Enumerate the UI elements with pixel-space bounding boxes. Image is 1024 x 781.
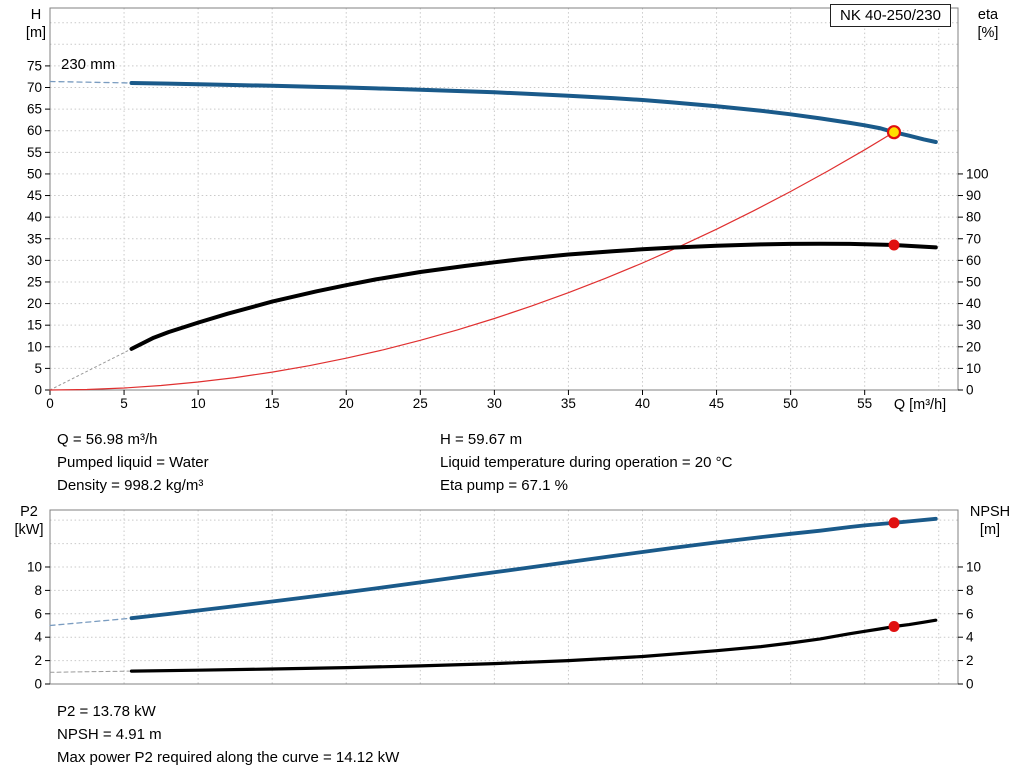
y-left-tick-label: 20 xyxy=(27,296,42,311)
head-curve-dashed-leadin xyxy=(49,80,133,84)
system-curve xyxy=(49,131,895,391)
p2-axis-unit: [kW] xyxy=(15,522,44,538)
y-left-tick-label: 40 xyxy=(27,210,42,225)
x-tick-label: 5 xyxy=(120,396,128,411)
y-right-tick-label: 60 xyxy=(966,253,981,268)
y-right-tick-label: 40 xyxy=(966,296,981,311)
y-right-tick-label: 50 xyxy=(966,274,981,289)
y-left-tick-label: 35 xyxy=(27,231,42,246)
y-left-tick-label: 10 xyxy=(27,559,42,574)
duty-info-right: H = 59.67 m Liquid temperature during op… xyxy=(440,428,732,497)
y-right-tick-label: 30 xyxy=(966,318,981,333)
x-tick-label: 50 xyxy=(783,396,798,411)
info-p2: P2 = 13.78 kW xyxy=(57,703,156,720)
x-tick-label: 40 xyxy=(635,396,650,411)
p2-curve xyxy=(129,516,938,621)
x-tick-label: 15 xyxy=(265,396,280,411)
y-right-tick-label: 80 xyxy=(966,210,981,225)
y-left-tick-label: 0 xyxy=(34,677,42,692)
duty-info-left: Q = 56.98 m³/h Pumped liquid = Water Den… xyxy=(57,428,209,497)
y-left-tick-label: 60 xyxy=(27,123,42,138)
qh-eta-chart: H [m] eta [%] Q [m³/h] 0 5 10 15 20 25 30 35 40 4… xyxy=(26,7,999,413)
eta-axis-unit: [%] xyxy=(978,25,999,41)
npsh-curve-dashed-leadin xyxy=(49,670,132,673)
p2-npsh-chart: P2 [kW] NPSH [m] 0 2 4 6 8 10 0 2 4 6 8 10 xyxy=(15,504,1011,692)
duty-point-p2 xyxy=(888,517,900,529)
x-tick-label: 35 xyxy=(561,396,576,411)
y-left-tick-label: 6 xyxy=(34,606,42,621)
duty-point-head xyxy=(886,125,902,140)
x-tick-label: 30 xyxy=(487,396,502,411)
y-left-tick-label: 45 xyxy=(27,188,42,203)
info-temperature: Liquid temperature during operation = 20… xyxy=(440,454,733,471)
duty-point-npsh xyxy=(888,621,900,632)
info-eta: Eta pump = 67.1 % xyxy=(440,477,568,494)
info-liquid: Pumped liquid = Water xyxy=(57,454,209,471)
y-right-tick-label: 8 xyxy=(966,583,974,598)
y-left-tick-label: 25 xyxy=(27,274,42,289)
y-right-tick-label: 70 xyxy=(966,231,981,246)
duty-point-eta xyxy=(888,239,900,251)
y-right-tick-label: 4 xyxy=(966,630,974,645)
x-tick-label: 10 xyxy=(191,396,206,411)
y-left-tick-label: 0 xyxy=(34,383,42,398)
info-flow: Q = 56.98 m³/h xyxy=(57,431,158,448)
x-tick-label: 55 xyxy=(857,396,872,411)
plot-frame xyxy=(49,509,959,685)
y-right-tick-label: 100 xyxy=(966,166,989,181)
y-right-tick-label: 6 xyxy=(966,606,974,621)
impeller-diameter-label: 230 mm xyxy=(61,56,116,73)
q-axis-title: Q [m³/h] xyxy=(894,397,946,413)
h-axis-title: H xyxy=(31,7,41,23)
y-right-tick-label: 10 xyxy=(966,559,981,574)
y-left-tick-label: 10 xyxy=(27,339,42,354)
y-right-tick-label: 0 xyxy=(966,677,974,692)
y-right-tick-label: 20 xyxy=(966,339,981,354)
y-left-tick-label: 5 xyxy=(34,361,42,376)
info-max-power: Max power P2 required along the curve = … xyxy=(57,749,400,766)
eta-curve xyxy=(129,241,938,351)
power-info: P2 = 13.78 kW NPSH = 4.91 m Max power P2… xyxy=(57,700,399,769)
info-head: H = 59.67 m xyxy=(440,431,523,448)
eta-curve-dashed-leadin xyxy=(49,348,132,391)
y-left-tick-label: 65 xyxy=(27,102,42,117)
npsh-axis-unit: [m] xyxy=(980,522,1000,538)
y-right-tick-label: 10 xyxy=(966,361,981,376)
npsh-axis-title: NPSH xyxy=(970,504,1010,520)
y-left-tick-label: 8 xyxy=(34,583,42,598)
y-left-tick-label: 2 xyxy=(34,653,42,668)
y-left-tick-label: 55 xyxy=(27,145,42,160)
x-tick-label: 20 xyxy=(339,396,354,411)
h-axis-unit: [m] xyxy=(26,25,46,41)
x-tick-label: 45 xyxy=(709,396,724,411)
head-curve xyxy=(129,81,938,144)
y-right-tick-label: 0 xyxy=(966,383,974,398)
y-right-tick-label: 2 xyxy=(966,653,974,668)
y-left-tick-label: 50 xyxy=(27,166,42,181)
info-density: Density = 998.2 kg/m³ xyxy=(57,477,204,494)
y-right-tick-label: 90 xyxy=(966,188,981,203)
y-left-tick-label: 70 xyxy=(27,80,42,95)
eta-axis-title: eta xyxy=(978,7,999,23)
info-npsh: NPSH = 4.91 m xyxy=(57,726,162,743)
p2-curve-dashed-leadin xyxy=(49,617,133,627)
y-left-tick-label: 30 xyxy=(27,253,42,268)
plot-frame xyxy=(49,7,959,391)
y-left-tick-label: 15 xyxy=(27,318,42,333)
p2-axis-title: P2 xyxy=(20,504,38,520)
x-tick-label: 0 xyxy=(46,396,54,411)
y-left-tick-label: 4 xyxy=(34,630,42,645)
y-left-tick-label: 75 xyxy=(27,58,42,73)
pump-type-label: NK 40-250/230 xyxy=(830,4,951,27)
x-tick-label: 25 xyxy=(413,396,428,411)
npsh-curve xyxy=(129,618,938,673)
